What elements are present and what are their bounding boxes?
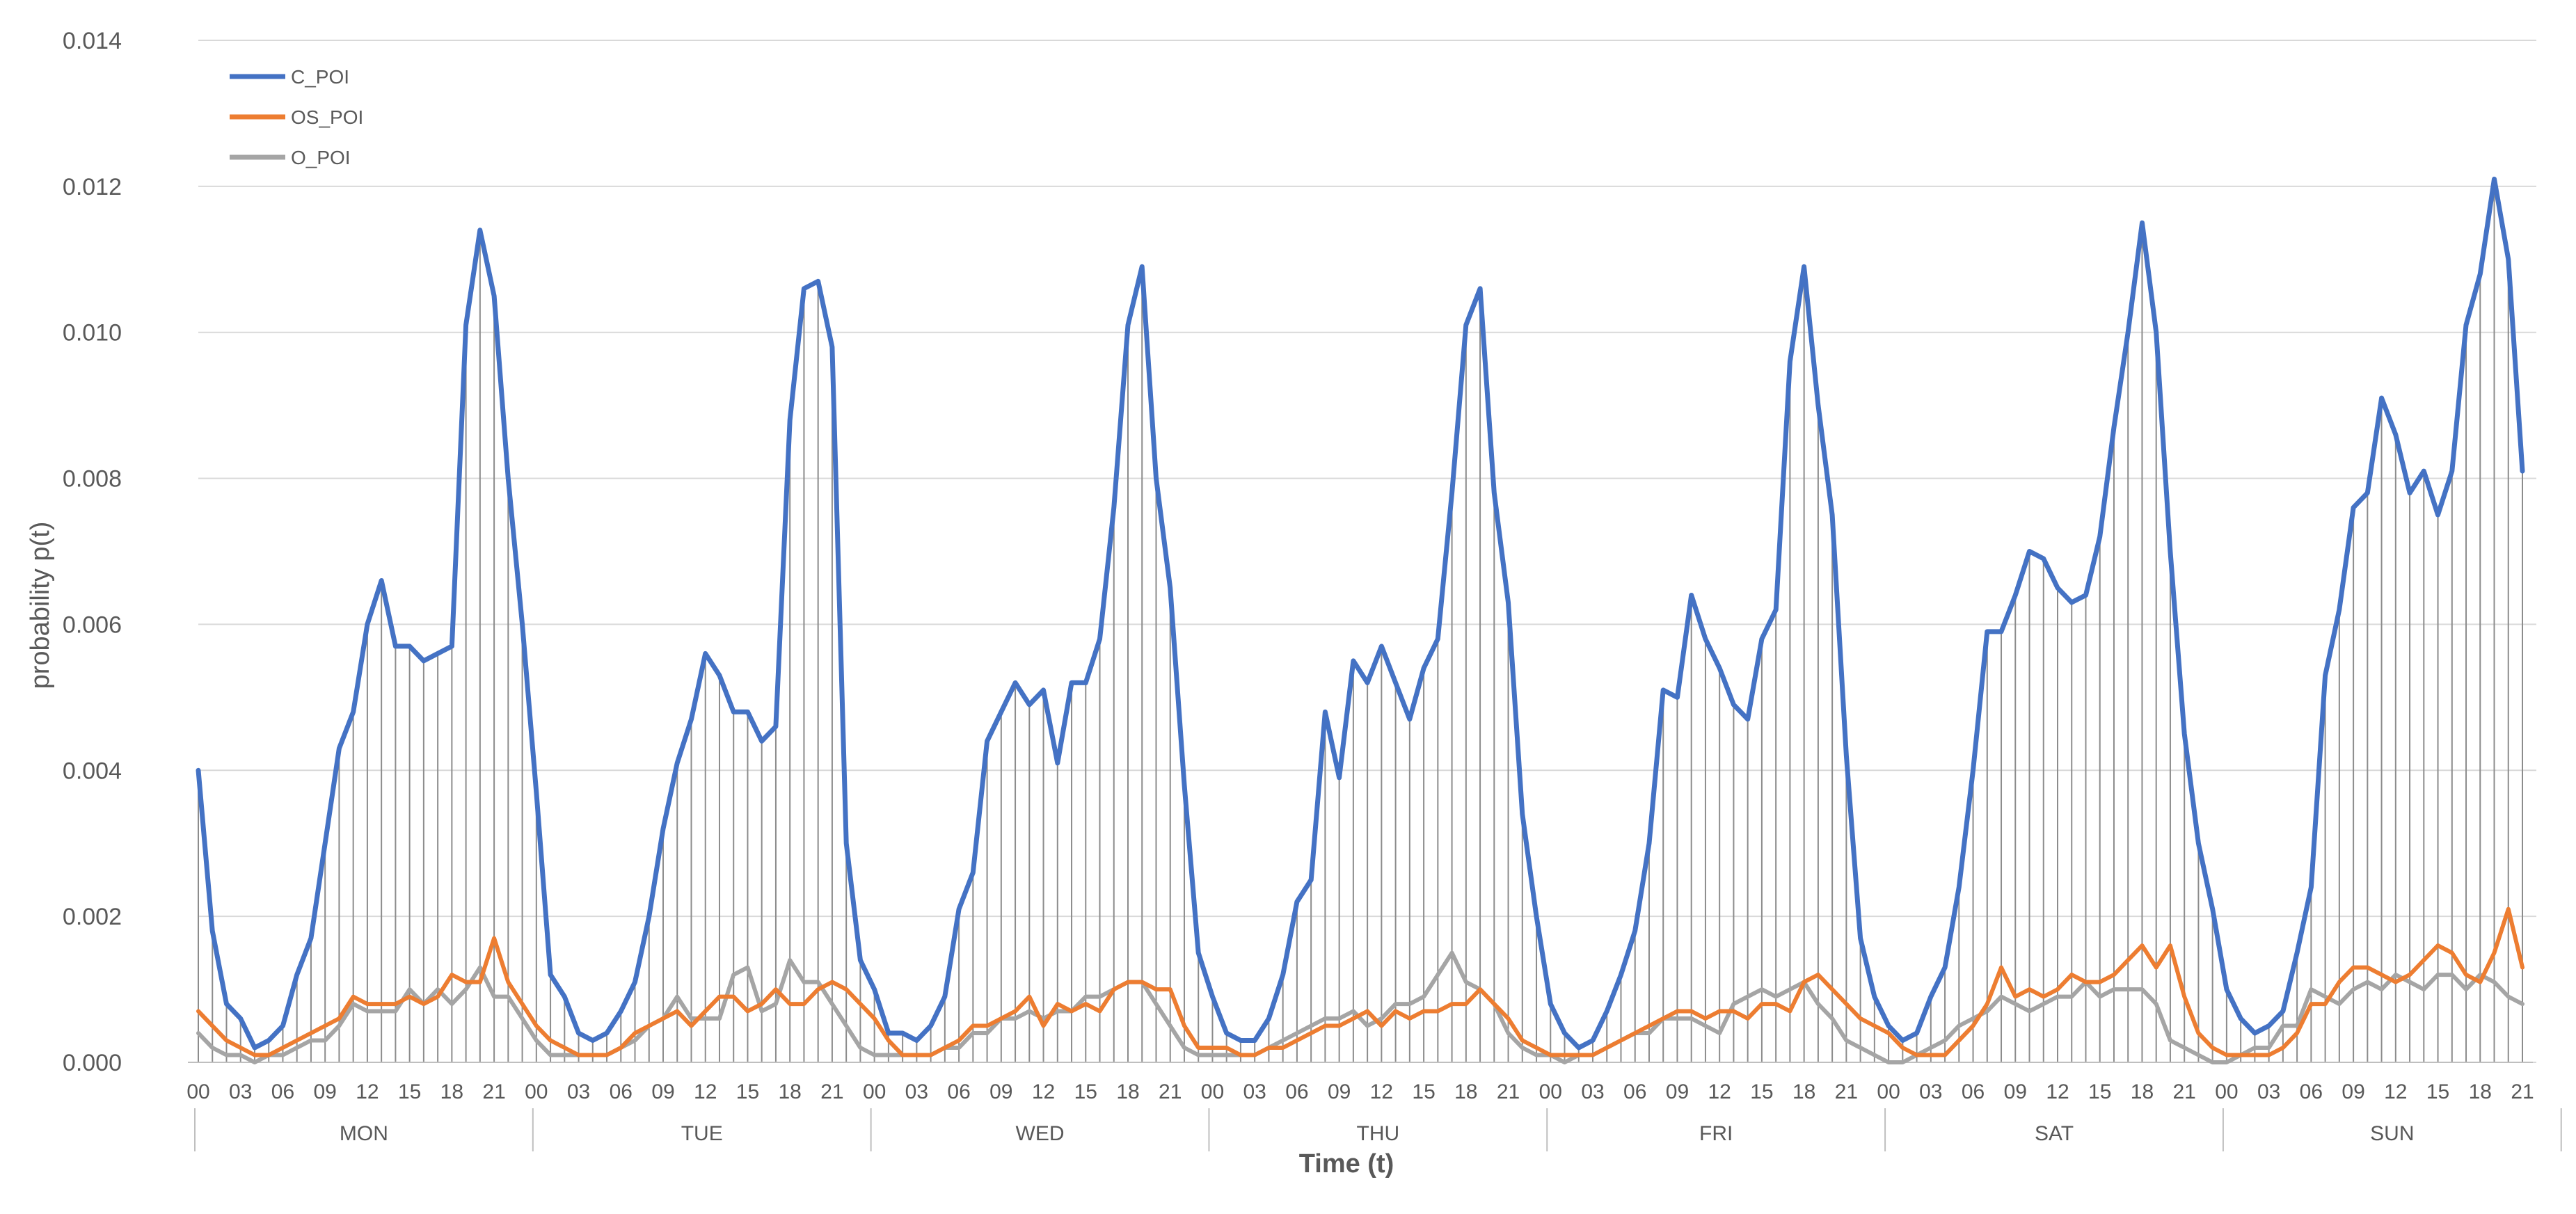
x-tick-label: 09: [651, 1080, 674, 1103]
x-tick-label: 06: [947, 1080, 970, 1103]
day-label: TUE: [681, 1122, 723, 1145]
x-tick-label: 06: [610, 1080, 633, 1103]
x-tick-label: 03: [1581, 1080, 1604, 1103]
x-tick-label: 03: [1243, 1080, 1266, 1103]
legend: C_POI OS_POI O_POI: [230, 66, 363, 168]
y-tick-label: 0.012: [63, 174, 122, 200]
x-tick-label: 06: [1623, 1080, 1646, 1103]
x-tick-label: 21: [1159, 1080, 1182, 1103]
drop-lines: [198, 179, 2523, 1062]
x-tick-label: 00: [525, 1080, 548, 1103]
x-tick-label: 15: [2426, 1080, 2449, 1103]
x-tick-label: 06: [1285, 1080, 1308, 1103]
x-tick-label: 15: [1412, 1080, 1435, 1103]
y-tick-label: 0.014: [63, 28, 122, 54]
series-line-os-poi: [196, 906, 2525, 1057]
day-label: FRI: [1699, 1122, 1733, 1145]
x-tick-label: 15: [1074, 1080, 1097, 1103]
x-tick-label: 03: [567, 1080, 590, 1103]
x-tick-label: 06: [271, 1080, 294, 1103]
x-tick-label: 21: [2172, 1080, 2195, 1103]
x-tick-label: 09: [313, 1080, 336, 1103]
y-axis-ticks: 0.000 0.002 0.004 0.006 0.008 0.010 0.012 0.014: [63, 28, 122, 1076]
x-tick-label: 09: [989, 1080, 1012, 1103]
x-tick-label: 06: [2300, 1080, 2323, 1103]
x-tick-label: 21: [820, 1080, 843, 1103]
x-tick-label: 15: [1750, 1080, 1773, 1103]
series-lines: [196, 176, 2525, 1064]
day-label: SUN: [2370, 1122, 2414, 1145]
x-tick-label: 18: [1454, 1080, 1477, 1103]
day-label: WED: [1016, 1122, 1065, 1145]
x-tick-label: 12: [2384, 1080, 2407, 1103]
x-tick-label: 15: [736, 1080, 759, 1103]
x-tick-label: 18: [778, 1080, 801, 1103]
x-tick-label: 15: [398, 1080, 421, 1103]
x-tick-label: 09: [1328, 1080, 1351, 1103]
y-tick-label: 0.008: [63, 466, 122, 493]
x-tick-label: 12: [2046, 1080, 2069, 1103]
x-tick-label: 03: [229, 1080, 252, 1103]
x-tick-label: 12: [1370, 1080, 1393, 1103]
x-tick-label: 00: [863, 1080, 886, 1103]
x-tick-label: 03: [1919, 1080, 1942, 1103]
legend-label: O_POI: [291, 147, 351, 168]
x-tick-label: 18: [1116, 1080, 1139, 1103]
x-tick-label: 00: [186, 1080, 209, 1103]
day-label: THU: [1357, 1122, 1400, 1145]
series-line-c-poi: [196, 176, 2525, 1051]
y-tick-label: 0.002: [63, 904, 122, 930]
day-label: SAT: [2035, 1122, 2074, 1145]
x-tick-label: 18: [2131, 1080, 2154, 1103]
legend-label: OS_POI: [291, 106, 363, 128]
x-tick-label: 12: [694, 1080, 717, 1103]
x-tick-label: 03: [905, 1080, 928, 1103]
y-tick-label: 0.004: [63, 758, 122, 784]
day-label: MON: [340, 1122, 388, 1145]
x-tick-label: 00: [1201, 1080, 1224, 1103]
x-tick-label: 21: [1497, 1080, 1520, 1103]
x-tick-label: 09: [2004, 1080, 2027, 1103]
x-tick-label: 09: [2342, 1080, 2364, 1103]
legend-label: C_POI: [291, 66, 349, 88]
y-tick-label: 0.010: [63, 320, 122, 346]
x-tick-label: 06: [1962, 1080, 1985, 1103]
x-tick-label: 00: [1539, 1080, 1562, 1103]
x-tick-label: 18: [2469, 1080, 2492, 1103]
x-tick-label: 00: [2215, 1080, 2238, 1103]
x-tick-label: 15: [2088, 1080, 2111, 1103]
y-tick-label: 0.006: [63, 612, 122, 638]
x-tick-label: 12: [1708, 1080, 1731, 1103]
y-axis-title: probability p(t): [26, 522, 55, 689]
series-line-o-poi: [196, 950, 2525, 1064]
x-axis: 00 03 06 09 12 15 18 21 MON 00 03 06 09 12 15 18 21 TUE 00…: [186, 1062, 2562, 1151]
x-tick-label: 21: [1835, 1080, 1858, 1103]
y-tick-label: 0.000: [63, 1050, 122, 1076]
x-tick-label: 18: [1792, 1080, 1815, 1103]
x-tick-label: 00: [1877, 1080, 1900, 1103]
x-tick-label: 12: [1032, 1080, 1055, 1103]
x-tick-label: 09: [1666, 1080, 1689, 1103]
x-tick-label: 21: [482, 1080, 505, 1103]
x-tick-label: 12: [356, 1080, 379, 1103]
x-tick-label: 18: [440, 1080, 463, 1103]
x-tick-label: 21: [2511, 1080, 2534, 1103]
x-tick-label: 03: [2257, 1080, 2280, 1103]
x-axis-title: Time (t): [1299, 1149, 1394, 1179]
